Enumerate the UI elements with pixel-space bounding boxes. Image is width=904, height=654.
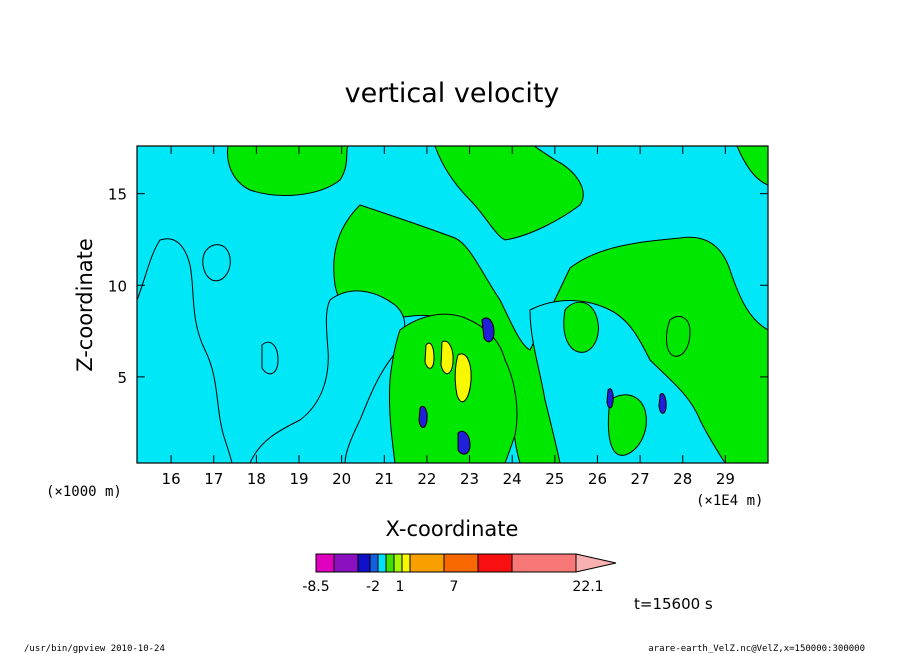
updraft-core-2 [440,340,454,375]
x-tick-label: 29 [716,470,735,488]
colorbar-bin [377,553,387,573]
updraft-core-3 [454,353,472,403]
downdraft-core-3 [418,405,428,428]
colorbar-label: -2 [366,579,380,595]
negative-regions [137,146,768,463]
footer-right: arare-earth_VelZ.nc@VelZ,x=150000:300000 [648,644,865,654]
colorbar-bin [357,553,371,573]
colorbar-bin [385,553,395,573]
region-cell-1 [202,244,231,282]
colorbar [315,553,617,573]
region-far-right [666,316,691,357]
x-tick-label: 20 [332,470,351,488]
y-axis: 5 10 15 [108,186,768,387]
x-tick-label: 25 [545,470,564,488]
x-unit-label: (×1000 m) [46,484,122,500]
downdraft-core-5 [658,393,667,414]
y-tick-label: 10 [108,277,127,295]
x-tick-label: 16 [162,470,181,488]
time-label: t=15600 s [634,595,713,613]
colorbar-bin [369,553,379,573]
x-tick-label: 27 [631,470,650,488]
downdraft-cores [418,317,667,455]
region-right-low [607,394,647,456]
region-left-column [137,238,233,463]
colorbar-bin [333,553,359,573]
region-cell-2 [261,341,279,375]
x-tick-label: 28 [673,470,692,488]
y-tick-label: 5 [117,369,127,387]
x-tick-label: 19 [289,470,308,488]
colorbar-bin [393,553,403,573]
updraft-cores [424,340,472,403]
x-tick-label: 17 [204,470,223,488]
downdraft-core-2 [457,430,471,455]
colorbar-bin [443,553,479,573]
region-center-band [249,290,406,463]
y-tick-label: 15 [108,186,127,204]
downdraft-core-1 [481,317,495,343]
colorbar-bin [477,553,513,573]
x-tick-label: 18 [247,470,266,488]
plot-area [137,146,768,463]
footer-left: /usr/bin/gpview 2010-10-24 [24,644,165,654]
updraft-core-1 [424,342,435,369]
x-tick-label: 26 [588,470,607,488]
x-tick-label: 23 [460,470,479,488]
chart-title: vertical velocity [345,78,560,109]
colorbar-labels: -8.5 -2 1 7 22.1 [302,579,603,595]
colorbar-bin [315,553,335,573]
x-tick-label: 24 [503,470,522,488]
region-right-patch [563,301,599,353]
x-scale-note: (×1E4 m) [696,493,763,509]
plot-frame [136,145,769,464]
colorbar-bin [401,553,411,573]
colorbar-bin [409,553,445,573]
x-tick-label: 21 [375,470,394,488]
colorbar-label: 7 [450,579,459,595]
colorbar-label: 1 [396,579,405,595]
x-tick-label: 22 [417,470,436,488]
colorbar-label: 22.1 [572,579,603,595]
x-axis: 16 17 18 19 20 21 22 23 24 25 26 27 28 29 [162,146,735,488]
y-axis-label: Z-coordinate [73,238,97,372]
colorbar-bin [511,553,577,573]
colorbar-extend-arrow [575,553,617,573]
downdraft-core-4 [606,388,614,409]
colorbar-label: -8.5 [302,579,329,595]
x-axis-label: X-coordinate [386,517,519,541]
